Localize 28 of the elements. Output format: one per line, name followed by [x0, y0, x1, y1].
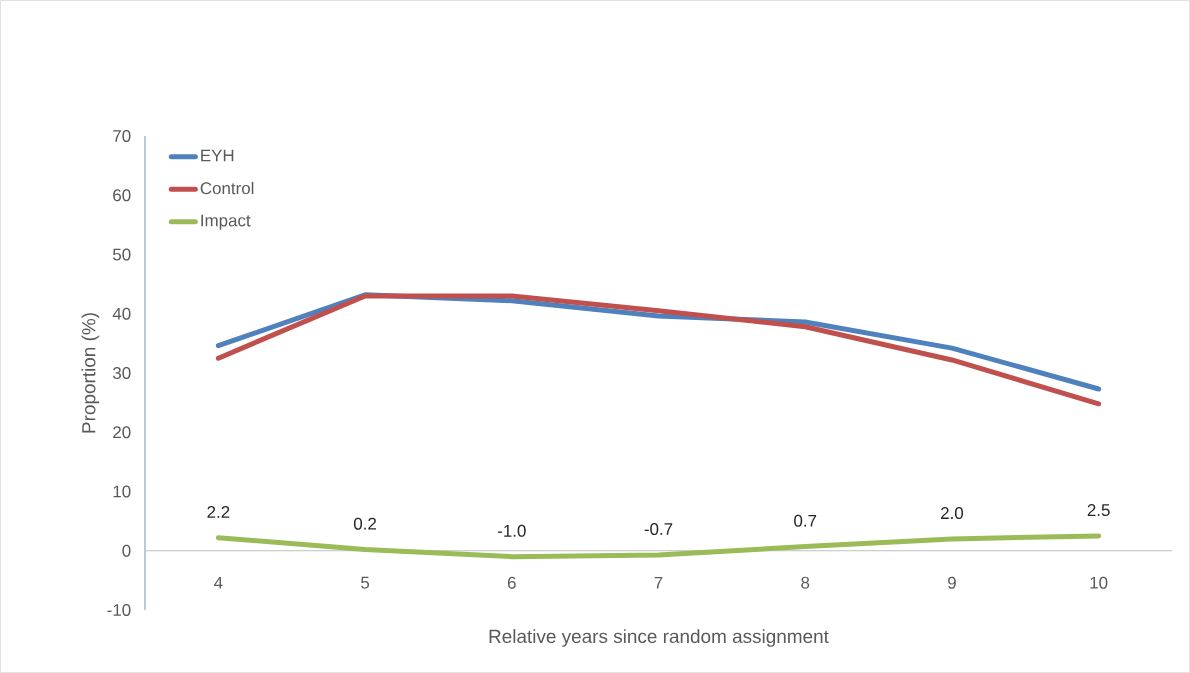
legend-label: Control	[200, 181, 254, 195]
data-label: -0.7	[644, 523, 673, 536]
x-tick-label: 8	[801, 576, 810, 589]
y-tick-label: 10	[113, 485, 131, 498]
legend-label: Impact	[201, 214, 251, 230]
data-label: 0.7	[794, 514, 817, 527]
x-tick-label: 5	[361, 576, 370, 589]
data-label: -1.0	[497, 524, 526, 537]
y-tick-label: 40	[112, 307, 131, 320]
x-tick-label: 4	[214, 576, 223, 589]
y-tick-label: 70	[113, 129, 131, 142]
y-axis-title: Proportion (%)	[81, 313, 100, 433]
x-tick-label: 7	[654, 576, 663, 589]
x-tick-label: 9	[948, 576, 956, 589]
y-tick-label: 30	[112, 366, 131, 379]
data-label: 0.2	[353, 517, 376, 530]
y-tick-label: -10	[107, 603, 131, 616]
legend-label: EYH	[201, 149, 234, 162]
x-tick-label: 10	[1090, 576, 1108, 589]
data-label: 2.5	[1087, 504, 1110, 517]
y-tick-label: 60	[113, 189, 131, 202]
y-tick-label: 20	[113, 426, 131, 439]
data-label: 2.0	[941, 507, 964, 520]
y-tick-label: 0	[122, 544, 131, 557]
data-label: 2.2	[207, 506, 230, 518]
x-axis-title: Relative years since random assignment	[489, 629, 829, 647]
y-tick-label: 50	[113, 248, 131, 261]
x-tick-label: 6	[507, 576, 516, 589]
